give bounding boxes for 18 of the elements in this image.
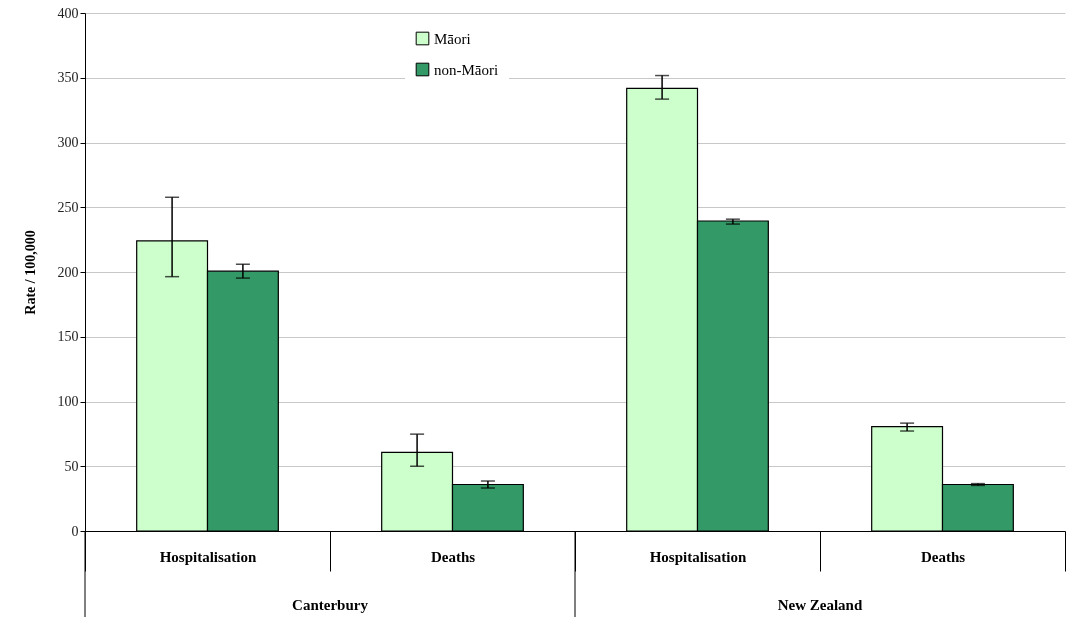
x-tick-label: Hospitalisation bbox=[159, 548, 257, 565]
y-tick-label: 0 bbox=[71, 523, 79, 539]
y-tick-label: 50 bbox=[64, 458, 79, 474]
y-tick-label: 100 bbox=[57, 394, 79, 409]
y-tick-label: 300 bbox=[57, 135, 79, 150]
text: Canterbury bbox=[292, 597, 369, 613]
x-tick-label: Deaths bbox=[430, 548, 476, 565]
y-tick-label: 200 bbox=[57, 264, 79, 280]
legend-label: Māori bbox=[434, 30, 471, 47]
y-tick-label: 400 bbox=[57, 5, 79, 21]
legend-label: non-Māori bbox=[434, 61, 499, 78]
y-axis-title: Rate / 100,000 bbox=[22, 230, 38, 315]
x-tick-label: Hospitalisation bbox=[649, 548, 747, 565]
x-tick-label: Deaths bbox=[920, 548, 966, 565]
y-tick-label: 350 bbox=[57, 70, 79, 86]
y-tick-label: 250 bbox=[57, 199, 79, 215]
y-tick-label: 150 bbox=[57, 329, 79, 345]
text: New Zealand bbox=[777, 597, 863, 613]
